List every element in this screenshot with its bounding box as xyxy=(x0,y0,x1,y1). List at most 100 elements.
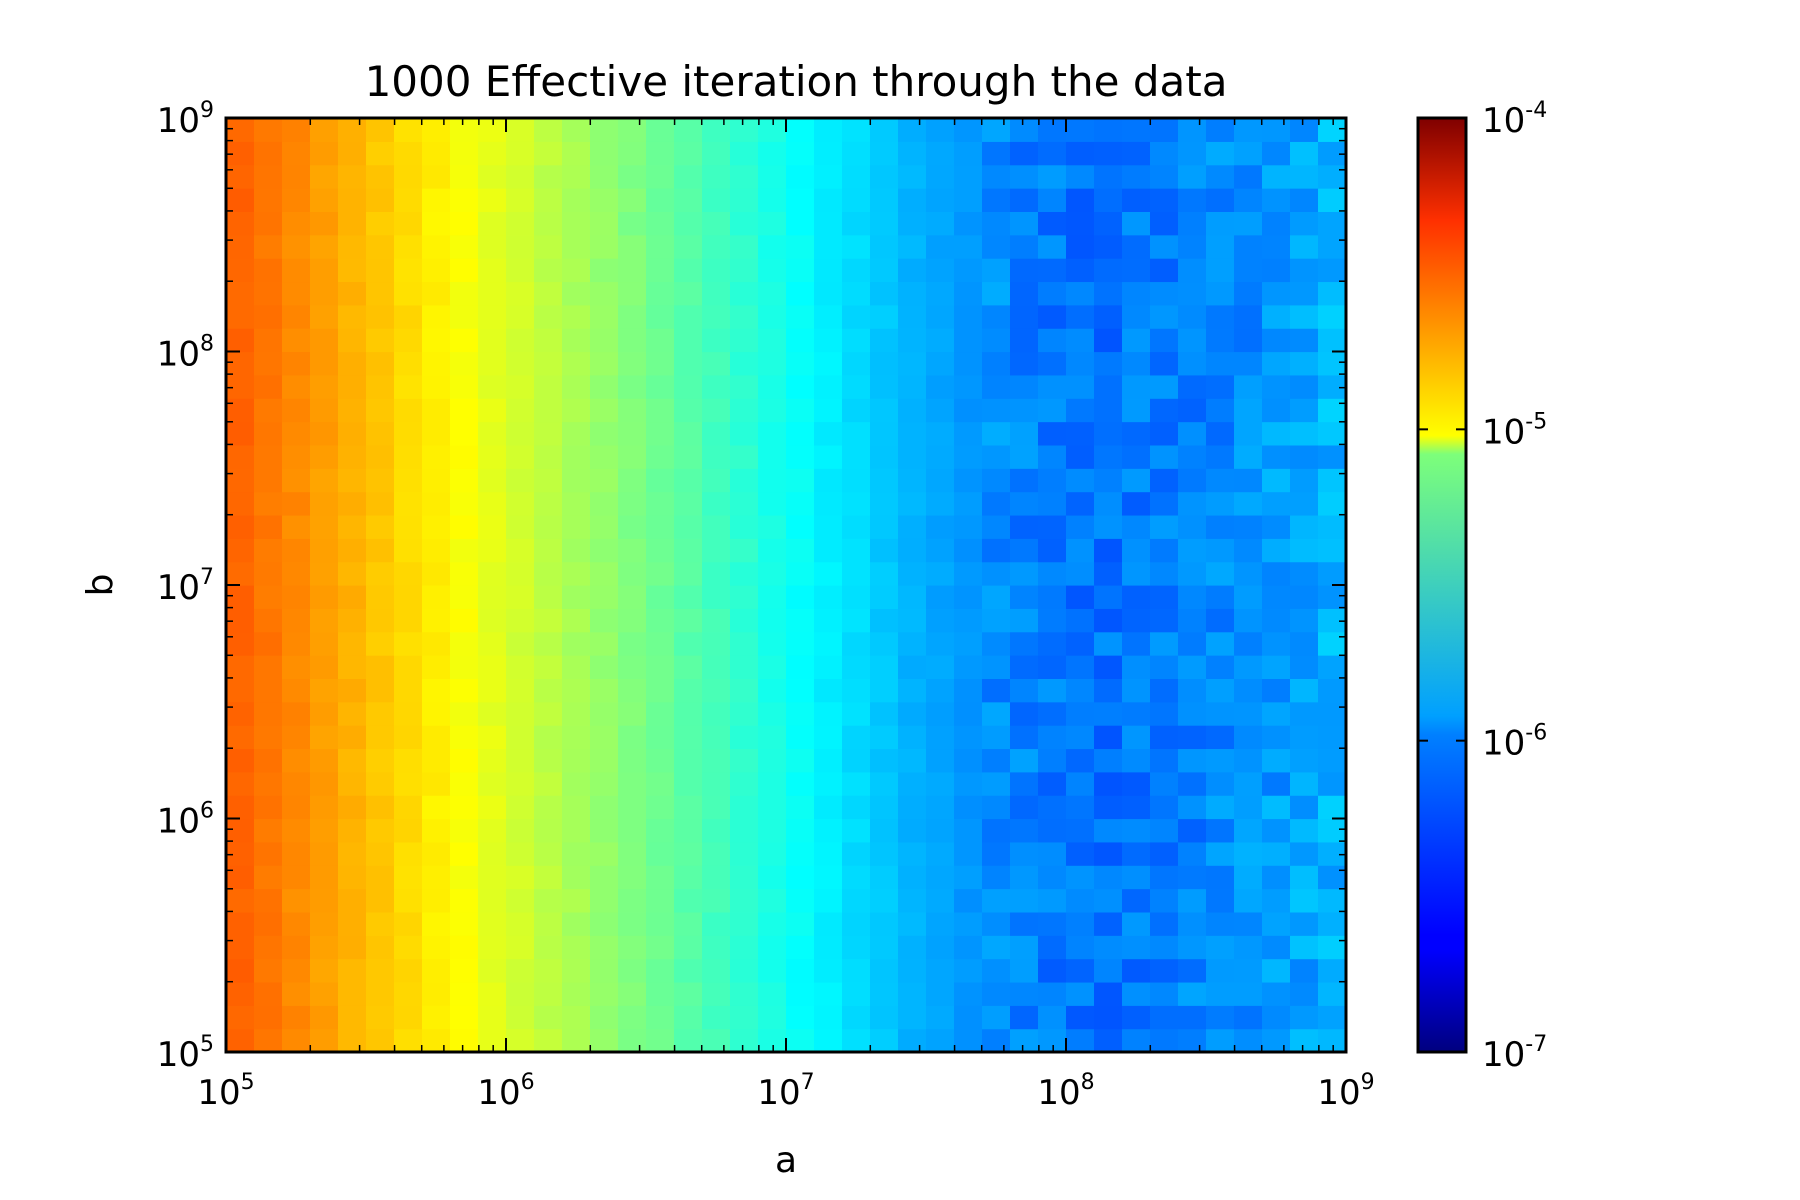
heatmap-cell xyxy=(1262,421,1291,446)
heatmap-cell xyxy=(674,118,703,142)
heatmap-cell xyxy=(618,304,647,329)
heatmap-cell xyxy=(1066,468,1095,493)
heatmap-cell xyxy=(898,164,927,189)
heatmap-cell xyxy=(1010,561,1039,586)
heatmap-cell xyxy=(394,538,423,563)
heatmap-cell xyxy=(1234,888,1263,913)
heatmap-cell xyxy=(534,1005,563,1030)
heatmap-cell xyxy=(366,211,395,236)
heatmap-cell xyxy=(534,398,563,423)
heatmap-cell xyxy=(338,444,367,469)
heatmap-cell xyxy=(1262,141,1291,166)
heatmap-cell xyxy=(338,468,367,493)
heatmap-cell xyxy=(842,795,871,820)
heatmap-cell xyxy=(898,841,927,866)
heatmap-cell xyxy=(478,538,507,563)
heatmap-cell xyxy=(1262,351,1291,376)
heatmap-cell xyxy=(702,795,731,820)
heatmap-cell xyxy=(478,234,507,259)
heatmap-cell xyxy=(814,281,843,306)
heatmap-cell xyxy=(590,725,619,750)
heatmap-cell xyxy=(1178,748,1207,773)
heatmap-cell xyxy=(590,1028,619,1053)
heatmap-cell xyxy=(1206,748,1235,773)
heatmap-cell xyxy=(926,258,955,283)
heatmap-cell xyxy=(450,678,479,703)
heatmap-cell xyxy=(1178,841,1207,866)
heatmap-cell xyxy=(898,304,927,329)
heatmap-cell xyxy=(870,888,899,913)
heatmap-cell xyxy=(982,514,1011,539)
heatmap-cell xyxy=(1094,725,1123,750)
heatmap-cell xyxy=(1318,818,1347,843)
heatmap-cell xyxy=(982,374,1011,399)
heatmap-cell xyxy=(394,141,423,166)
heatmap-cell xyxy=(730,585,759,609)
heatmap-cell xyxy=(1318,771,1347,796)
heatmap-cell xyxy=(870,678,899,703)
heatmap-cell xyxy=(1122,655,1151,679)
heatmap-cell xyxy=(786,631,815,656)
heatmap-cell xyxy=(1318,748,1347,773)
heatmap-cell xyxy=(1094,911,1123,936)
heatmap-cell xyxy=(226,491,255,516)
heatmap-cell xyxy=(478,771,507,796)
x-axis-title: a xyxy=(775,1140,797,1181)
heatmap-cell xyxy=(254,771,283,796)
heatmap-cell xyxy=(954,538,983,563)
heatmap-cell xyxy=(338,841,367,866)
heatmap-cell xyxy=(1206,725,1235,750)
heatmap-cell xyxy=(1318,491,1347,516)
heatmap-cell xyxy=(1122,468,1151,493)
heatmap-cell xyxy=(758,888,787,913)
heatmap-cell xyxy=(562,958,591,983)
heatmap-cell xyxy=(674,795,703,820)
heatmap-cell xyxy=(1066,188,1095,212)
heatmap-cell xyxy=(870,631,899,656)
heatmap-cell xyxy=(1234,771,1263,796)
heatmap-cell xyxy=(1318,1028,1347,1053)
heatmap-cell xyxy=(954,514,983,539)
heatmap-cell xyxy=(1206,468,1235,493)
heatmap-cell xyxy=(730,841,759,866)
heatmap-cell xyxy=(1038,585,1067,609)
heatmap-cell xyxy=(786,725,815,750)
heatmap-cell xyxy=(1094,328,1123,353)
heatmap-cell xyxy=(870,188,899,212)
heatmap-cell xyxy=(1206,351,1235,376)
heatmap-cell xyxy=(1234,1005,1263,1030)
heatmap-cell xyxy=(870,444,899,469)
heatmap-cell xyxy=(1066,141,1095,166)
heatmap-cell xyxy=(1262,911,1291,936)
heatmap-cell xyxy=(1066,888,1095,913)
heatmap-cell xyxy=(1178,655,1207,679)
heatmap-cell xyxy=(254,725,283,750)
heatmap-cell xyxy=(1038,211,1067,236)
heatmap-cell xyxy=(618,281,647,306)
heatmap-cell xyxy=(310,631,339,656)
heatmap-cell xyxy=(870,491,899,516)
heatmap-cell xyxy=(1066,164,1095,189)
heatmap-cell xyxy=(926,795,955,820)
heatmap-cell xyxy=(982,328,1011,353)
heatmap-cell xyxy=(618,538,647,563)
heatmap-cell xyxy=(338,141,367,166)
heatmap-cell xyxy=(618,748,647,773)
heatmap-cell xyxy=(422,911,451,936)
heatmap-cell xyxy=(1038,795,1067,820)
heatmap-cell xyxy=(870,585,899,609)
heatmap-cell xyxy=(1262,398,1291,423)
heatmap-cell xyxy=(310,118,339,142)
heatmap-cell xyxy=(1234,514,1263,539)
heatmap-cell xyxy=(786,935,815,960)
heatmap-cell xyxy=(1038,981,1067,1006)
heatmap-cell xyxy=(954,958,983,983)
heatmap-cell xyxy=(450,631,479,656)
heatmap-cell xyxy=(562,304,591,329)
heatmap-cell xyxy=(1094,351,1123,376)
heatmap-cell xyxy=(898,608,927,633)
heatmap-cell xyxy=(562,118,591,142)
heatmap-cell xyxy=(702,585,731,609)
heatmap-cell xyxy=(450,935,479,960)
heatmap-cell xyxy=(534,888,563,913)
